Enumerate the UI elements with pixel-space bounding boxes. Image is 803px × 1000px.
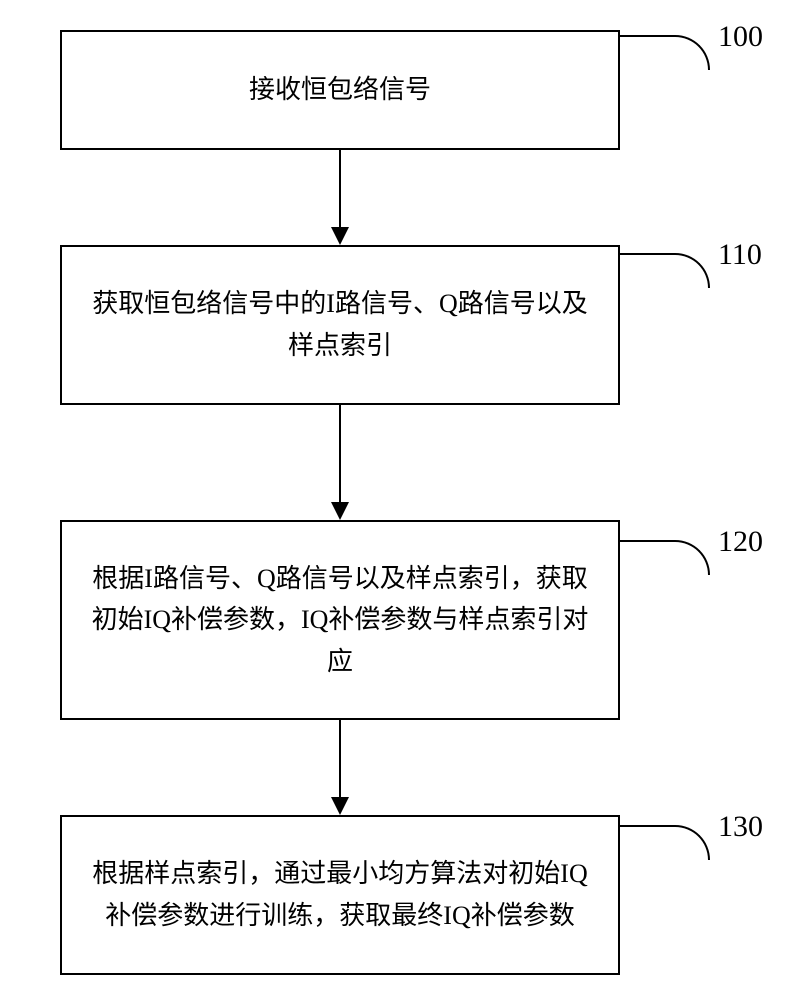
step-label-100: 100 — [718, 20, 763, 54]
arrow-line — [339, 720, 341, 797]
flow-step-text: 获取恒包络信号中的I路信号、Q路信号以及样点索引 — [82, 283, 598, 366]
flow-step-text: 根据样点索引，通过最小均方算法对初始IQ补偿参数进行训练，获取最终IQ补偿参数 — [82, 853, 598, 936]
flow-step-120: 根据I路信号、Q路信号以及样点索引，获取初始IQ补偿参数，IQ补偿参数与样点索引… — [60, 520, 620, 720]
arrow-head-icon — [331, 502, 349, 520]
leader-line — [620, 825, 710, 860]
flow-step-110: 获取恒包络信号中的I路信号、Q路信号以及样点索引 — [60, 245, 620, 405]
step-label-120: 120 — [718, 525, 763, 559]
arrow-head-icon — [331, 227, 349, 245]
flow-step-130: 根据样点索引，通过最小均方算法对初始IQ补偿参数进行训练，获取最终IQ补偿参数 — [60, 815, 620, 975]
arrow-line — [339, 150, 341, 227]
leader-line — [620, 35, 710, 70]
step-label-130: 130 — [718, 810, 763, 844]
flow-step-text: 接收恒包络信号 — [249, 69, 431, 111]
leader-line — [620, 540, 710, 575]
step-label-110: 110 — [718, 238, 762, 272]
flow-step-text: 根据I路信号、Q路信号以及样点索引，获取初始IQ补偿参数，IQ补偿参数与样点索引… — [82, 558, 598, 683]
arrow-line — [339, 405, 341, 502]
leader-line — [620, 253, 710, 288]
flow-step-100: 接收恒包络信号 — [60, 30, 620, 150]
arrow-head-icon — [331, 797, 349, 815]
